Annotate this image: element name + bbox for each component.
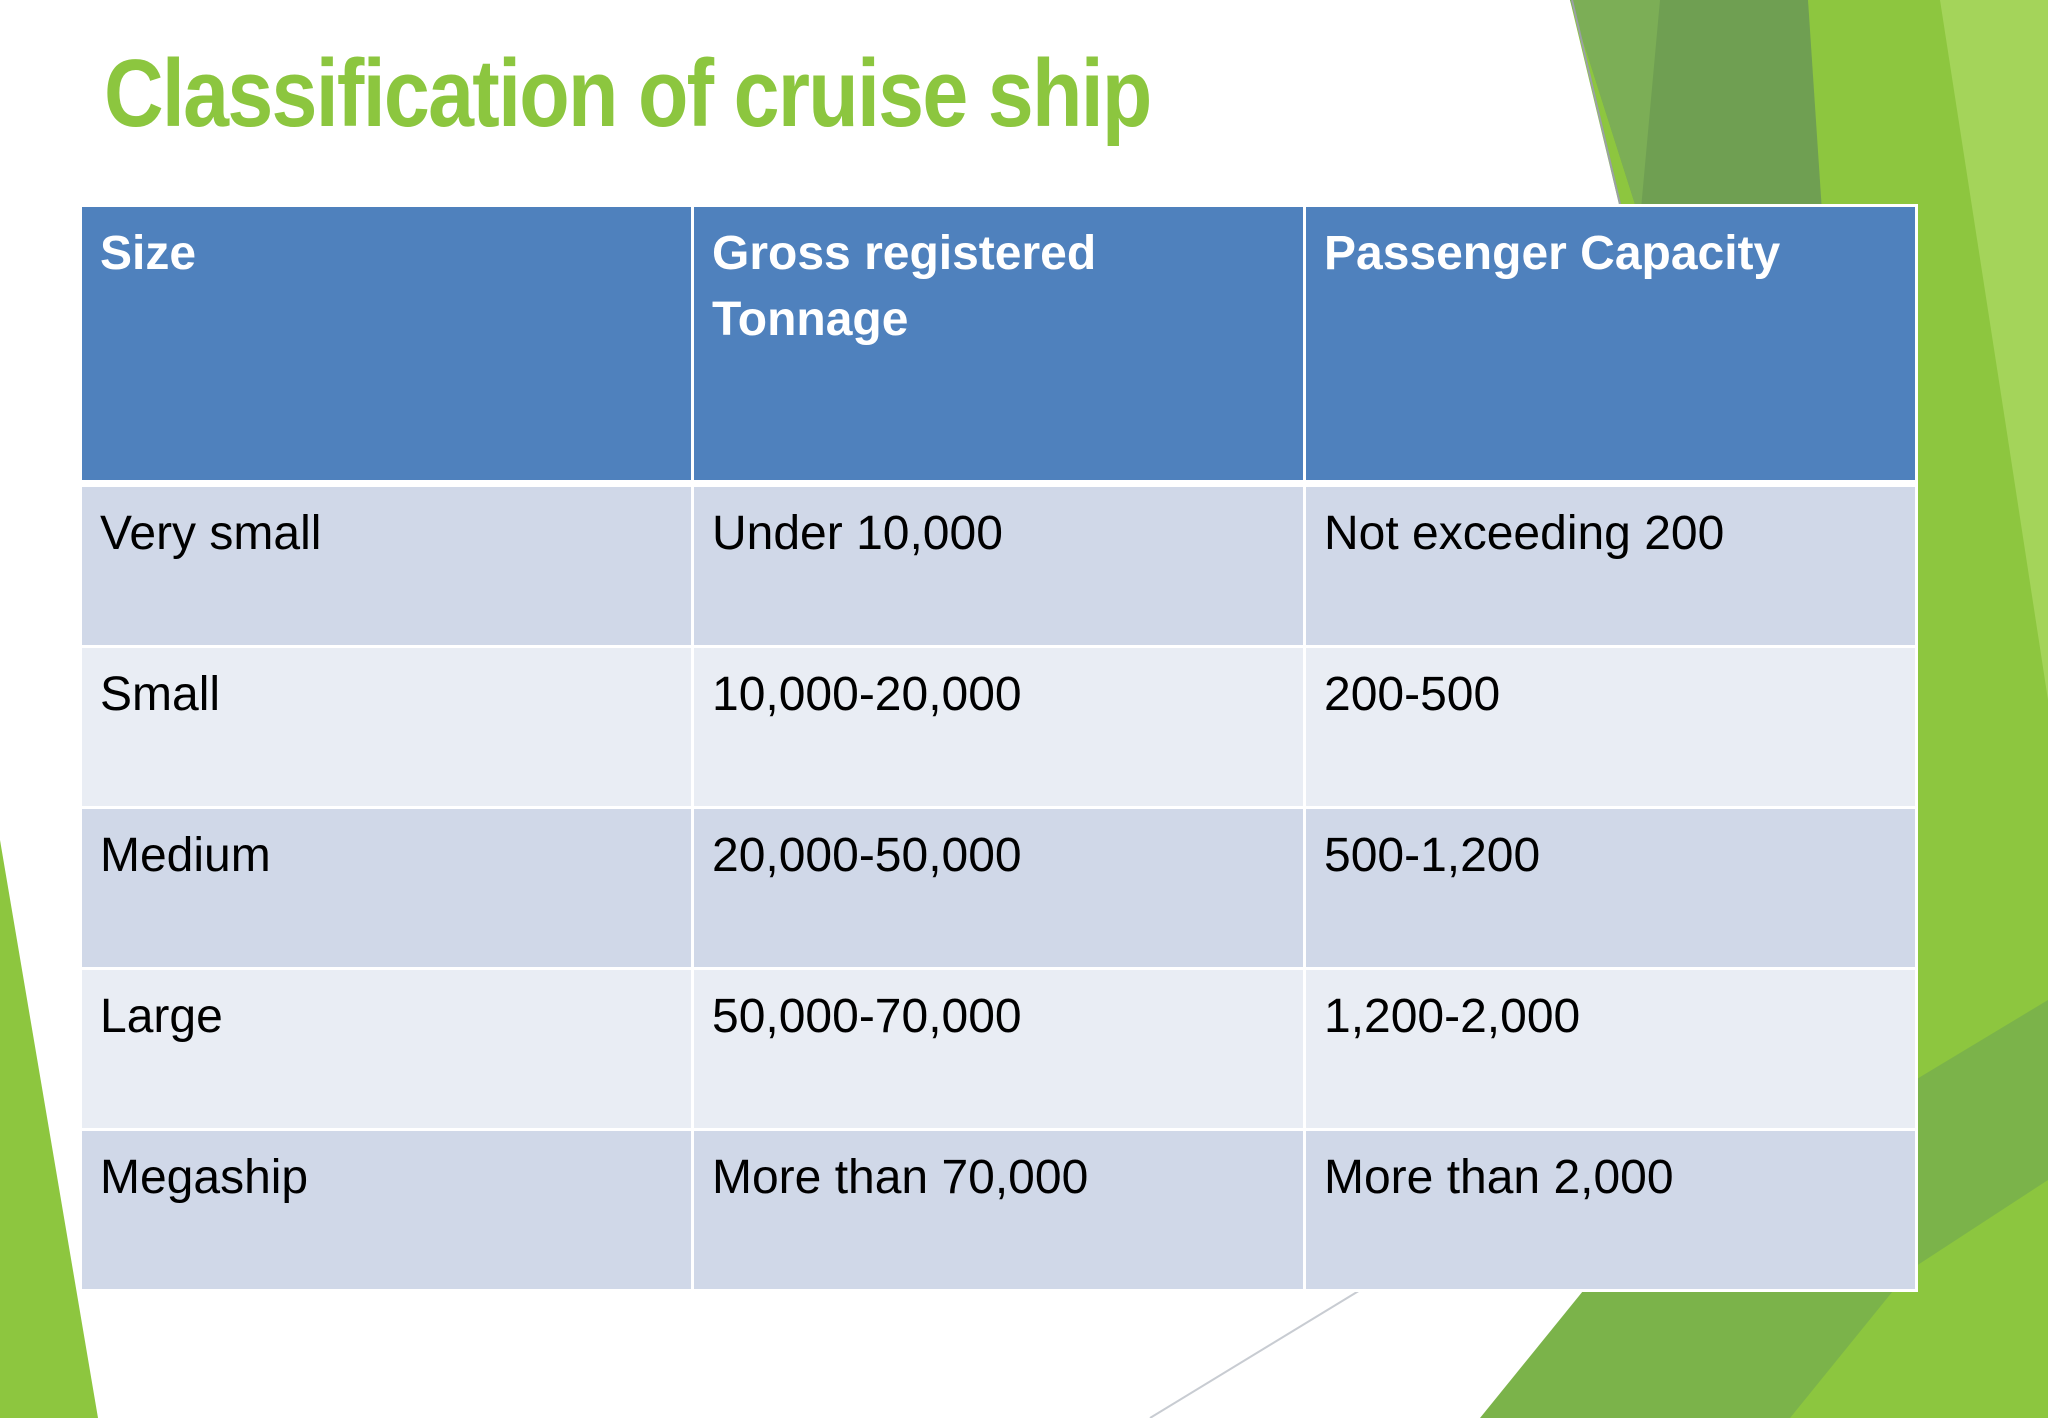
table-body: Very small Under 10,000 Not exceeding 20… xyxy=(79,482,1918,1292)
cell-capacity: More than 2,000 xyxy=(1303,1128,1918,1292)
cell-size: Megaship xyxy=(79,1128,694,1292)
bottom-facet-line xyxy=(1149,1277,1381,1418)
header-size: Size xyxy=(79,204,694,487)
cell-capacity: 500-1,200 xyxy=(1303,806,1918,970)
classification-table: Size Gross registered Tonnage Passenger … xyxy=(79,204,1918,1292)
cell-tonnage: 50,000-70,000 xyxy=(691,967,1306,1131)
cell-tonnage: Under 10,000 xyxy=(691,482,1306,648)
header-passenger-capacity: Passenger Capacity xyxy=(1303,204,1918,487)
cell-tonnage: 10,000-20,000 xyxy=(691,645,1306,809)
left-facet xyxy=(0,840,98,1418)
right-facet-mid xyxy=(1570,0,1660,220)
cell-size: Very small xyxy=(79,482,694,648)
table-row: Small 10,000-20,000 200-500 xyxy=(79,645,1918,809)
table-row: Megaship More than 70,000 More than 2,00… xyxy=(79,1128,1918,1292)
right-facet-light xyxy=(1940,0,2048,700)
right-facet-line xyxy=(1571,0,1621,205)
header-row: Size Gross registered Tonnage Passenger … xyxy=(79,204,1918,487)
cell-size: Medium xyxy=(79,806,694,970)
slide-title: Classification of cruise ship xyxy=(104,40,1152,147)
table-header: Size Gross registered Tonnage Passenger … xyxy=(79,204,1918,487)
cell-capacity: 1,200-2,000 xyxy=(1303,967,1918,1131)
table-row: Very small Under 10,000 Not exceeding 20… xyxy=(79,482,1918,648)
cell-capacity: 200-500 xyxy=(1303,645,1918,809)
cell-tonnage: 20,000-50,000 xyxy=(691,806,1306,970)
cell-size: Large xyxy=(79,967,694,1131)
cell-tonnage: More than 70,000 xyxy=(691,1128,1306,1292)
table-row: Medium 20,000-50,000 500-1,200 xyxy=(79,806,1918,970)
header-gross-tonnage: Gross registered Tonnage xyxy=(691,204,1306,487)
bottom-right-facet-light xyxy=(1790,1180,2048,1418)
cell-capacity: Not exceeding 200 xyxy=(1303,482,1918,648)
table-row: Large 50,000-70,000 1,200-2,000 xyxy=(79,967,1918,1131)
cell-size: Small xyxy=(79,645,694,809)
